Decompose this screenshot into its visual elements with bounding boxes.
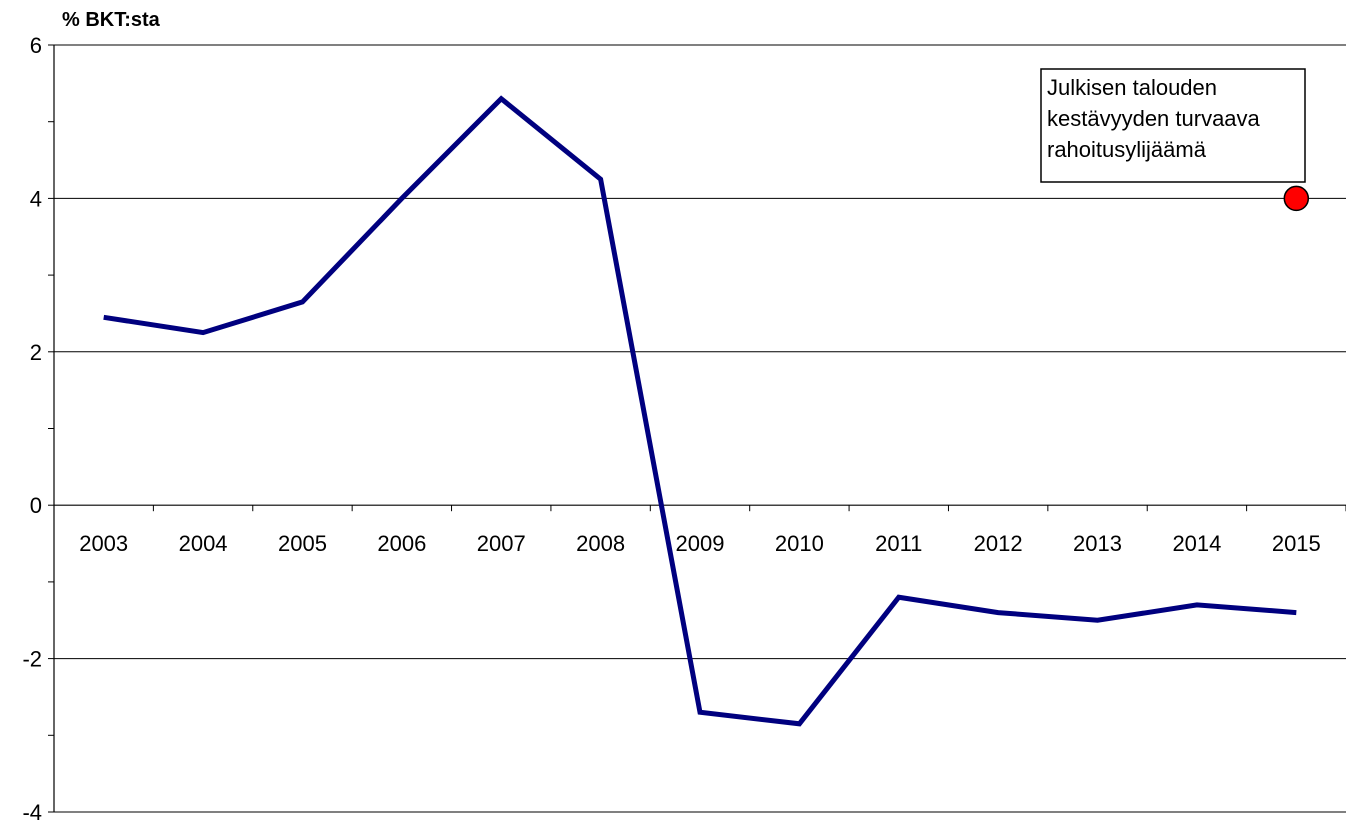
x-tick-label: 2012 <box>974 531 1023 556</box>
x-tick-label: 2005 <box>278 531 327 556</box>
x-tick-label: 2015 <box>1272 531 1321 556</box>
x-tick-label: 2009 <box>676 531 725 556</box>
annotation-line-1: Julkisen talouden <box>1047 75 1217 100</box>
target-point-marker <box>1283 185 1310 212</box>
series-line <box>103 95 1297 727</box>
x-tick-label: 2007 <box>477 531 526 556</box>
x-tick-label: 2003 <box>79 531 128 556</box>
target-point-group <box>1283 185 1310 212</box>
gridlines <box>54 44 1346 813</box>
x-tick-label: 2011 <box>875 531 922 556</box>
y-axis-unit-label: % BKT:sta <box>62 9 161 31</box>
x-tick-labels: 2003 2004 2005 2006 2007 2008 2009 2010 2011 2012… <box>79 531 1321 556</box>
annotation-line-3: rahoitusylijäämä <box>1047 137 1207 162</box>
axes <box>48 44 1346 813</box>
x-tick-label: 2010 <box>775 531 824 556</box>
x-tick-label: 2006 <box>377 531 426 556</box>
y-tick-label: 4 <box>30 186 42 211</box>
y-tick-label: -4 <box>22 800 42 820</box>
x-tick-label: 2004 <box>179 531 228 556</box>
y-tick-label: -2 <box>22 647 42 672</box>
annotation-frame <box>1040 68 1306 183</box>
series-group <box>103 95 1297 727</box>
y-tick-label: 2 <box>30 340 42 365</box>
y-tick-labels: -4 -2 0 2 4 6 <box>22 33 42 820</box>
x-tick-label: 2013 <box>1073 531 1122 556</box>
annotation-box: Julkisen talouden kestävyyden turvaava r… <box>1040 68 1306 183</box>
y-tick-label: 0 <box>30 493 42 518</box>
annotation-line-2: kestävyyden turvaava <box>1047 106 1261 131</box>
x-tick-label: 2014 <box>1172 531 1221 556</box>
y-tick-label: 6 <box>30 33 42 58</box>
x-tick-label: 2008 <box>576 531 625 556</box>
